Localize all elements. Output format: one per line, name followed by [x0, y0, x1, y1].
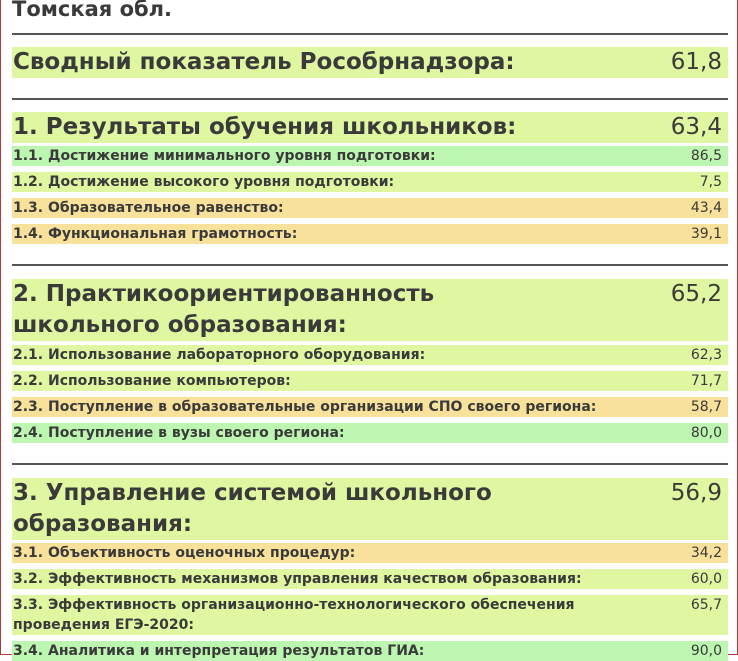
indicator-label: 3.2. Эффективность механизмов управления… [13, 571, 582, 587]
indicator-label: 1.1. Достижение минимального уровня подг… [13, 148, 436, 164]
indicator-label: 1.4. Функциональная грамотность: [13, 226, 298, 242]
section-3-value: 56,9 [670, 480, 722, 506]
indicator-value: 71,7 [690, 373, 722, 389]
section-2-title: 2. Практикоориентированность школьного о… [13, 281, 435, 338]
indicator-value: 43,4 [690, 200, 722, 216]
indicator-row-1-2: 1.2. Достижение высокого уровня подготов… [12, 172, 728, 192]
indicator-row-2-4: 2.4. Поступление в вузы своего региона: … [12, 423, 728, 443]
indicator-value: 60,0 [690, 571, 722, 587]
section-1-value: 63,4 [670, 114, 722, 140]
indicator-row-1-4: 1.4. Функциональная грамотность: 39,1 [12, 224, 728, 244]
section-2-header: 2. Практикоориентированность школьного о… [12, 279, 728, 341]
indicator-value: 62,3 [690, 347, 722, 363]
indicator-value: 65,7 [690, 597, 722, 613]
indicator-row-2-1: 2.1. Использование лабораторного оборудо… [12, 345, 728, 365]
section-2-value: 65,2 [670, 281, 722, 307]
indicator-label: 3.1. Объективность оценочных процедур: [13, 545, 356, 561]
indicator-row-2-2: 2.2. Использование компьютеров: 71,7 [12, 371, 728, 391]
summary-row: Сводный показатель Рособрнадзора: 61,8 [12, 47, 728, 78]
indicator-row-1-1: 1.1. Достижение минимального уровня подг… [12, 146, 728, 166]
indicator-value: 80,0 [690, 425, 722, 441]
indicator-label: 2.2. Использование компьютеров: [13, 373, 291, 389]
indicator-label: 2.4. Поступление в вузы своего региона: [13, 425, 345, 441]
section-3-header: 3. Управление системой школьного образов… [12, 478, 728, 540]
section-1-header: 1. Результаты обучения школьников: 63,4 [12, 112, 728, 143]
divider [12, 33, 728, 35]
indicator-label: 3.3. Эффективность организационно-технол… [13, 597, 575, 633]
indicator-value: 39,1 [690, 226, 722, 242]
indicator-row-3-1: 3.1. Объективность оценочных процедур: 3… [12, 543, 728, 563]
summary-value: 61,8 [670, 49, 722, 75]
divider [12, 98, 728, 100]
indicator-row-3-3: 3.3. Эффективность организационно-технол… [12, 595, 728, 635]
indicator-value: 58,7 [690, 399, 722, 415]
summary-label: Сводный показатель Рособрнадзора: [13, 49, 515, 75]
indicator-label: 1.2. Достижение высокого уровня подготов… [13, 174, 395, 190]
indicator-value: 34,2 [690, 545, 722, 561]
indicator-value: 7,5 [699, 174, 722, 190]
indicator-row-2-3: 2.3. Поступление в образовательные орган… [12, 397, 728, 417]
indicator-row-3-2: 3.2. Эффективность механизмов управления… [12, 569, 728, 589]
indicator-row-3-4: 3.4. Аналитика и интерпретация результат… [12, 641, 728, 661]
indicator-label: 3.4. Аналитика и интерпретация результат… [13, 643, 425, 659]
region-title: Томская обл. [12, 0, 173, 21]
indicator-label: 2.3. Поступление в образовательные орган… [13, 399, 597, 415]
divider [12, 264, 728, 266]
divider [12, 463, 728, 465]
indicator-value: 86,5 [690, 148, 722, 164]
indicator-value: 90,0 [690, 643, 722, 659]
indicator-label: 1.3. Образовательное равенство: [13, 200, 284, 216]
report-content: Томская обл. Сводный показатель Рособрна… [12, 0, 728, 661]
indicator-label: 2.1. Использование лабораторного оборудо… [13, 347, 426, 363]
section-3-title: 3. Управление системой школьного образов… [13, 480, 492, 537]
section-1-title: 1. Результаты обучения школьников: [13, 114, 517, 140]
indicator-row-1-3: 1.3. Образовательное равенство: 43,4 [12, 198, 728, 218]
